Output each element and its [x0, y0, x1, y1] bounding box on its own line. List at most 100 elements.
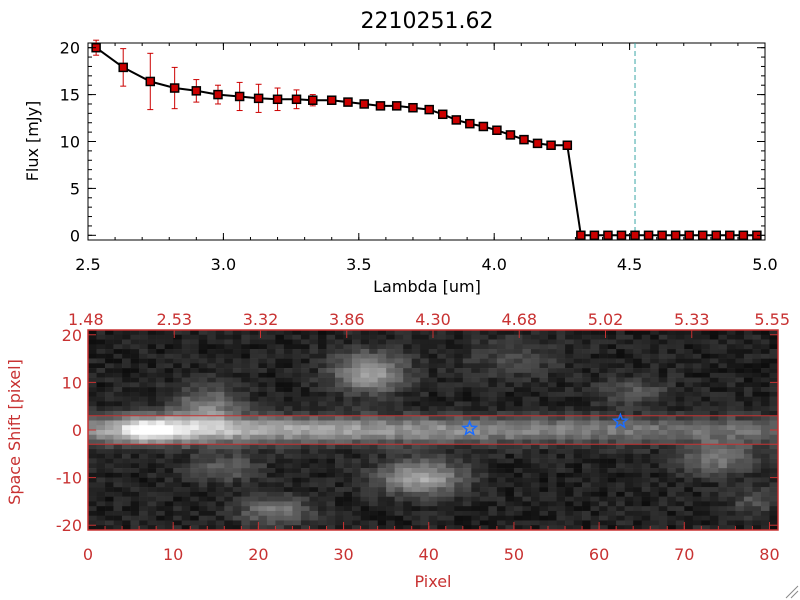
heatmap-cell: [454, 377, 464, 383]
heatmap-cell: [616, 506, 625, 512]
heatmap-cell: [471, 463, 481, 469]
heatmap-cell: [232, 487, 242, 493]
heatmap-cell: [539, 396, 549, 402]
heatmap-cell: [513, 339, 523, 345]
heatmap-cell: [590, 353, 600, 359]
heatmap-cell: [752, 358, 762, 364]
heatmap-cell: [530, 468, 540, 474]
heatmap-cell: [624, 463, 634, 469]
heatmap-cell: [411, 439, 421, 445]
heatmap-cell: [496, 510, 506, 517]
heatmap-cell: [735, 463, 745, 469]
heatmap-cell: [752, 439, 762, 445]
heatmap-cell: [318, 349, 327, 355]
heatmap-cell: [445, 358, 455, 364]
heatmap-cell: [139, 401, 148, 407]
data-point: [451, 115, 462, 125]
heatmap-cell: [318, 468, 327, 474]
heatmap-cell: [224, 339, 234, 345]
heatmap-cell: [309, 515, 319, 521]
heatmap-cell: [105, 353, 114, 359]
heatmap-cell: [224, 430, 234, 436]
heatmap-cell: [258, 453, 268, 459]
heatmap-cell: [190, 358, 200, 364]
heatmap-cell: [96, 506, 106, 512]
heatmap-cell: [565, 396, 574, 402]
heatmap-cell: [309, 468, 319, 474]
heatmap-cell: [147, 439, 157, 445]
heatmap-cell: [667, 487, 677, 493]
heatmap-cell: [522, 491, 532, 497]
heatmap-cell: [684, 482, 694, 488]
heatmap-cell: [335, 406, 344, 412]
heatmap-cell: [454, 515, 464, 521]
heatmap-cell: [548, 430, 557, 436]
heatmap-cell: [718, 401, 728, 407]
heatmap-cell: [377, 482, 387, 488]
heatmap-cell: [420, 472, 430, 478]
heatmap-cell: [633, 344, 643, 350]
heatmap-cell: [641, 491, 651, 497]
heatmap-cell: [326, 410, 336, 417]
heatmap-cell: [573, 339, 583, 345]
heatmap-cell: [462, 401, 472, 407]
heatmap-cell: [207, 510, 217, 517]
heatmap-cell: [684, 396, 694, 402]
heatmap-cell: [403, 487, 413, 493]
top-tick-label: 1.48: [68, 310, 104, 329]
heatmap-cell: [164, 372, 174, 378]
heatmap-cell: [386, 458, 395, 464]
heatmap-cell: [224, 401, 234, 407]
x-tick-label: 4.5: [617, 255, 642, 274]
heatmap-cell: [445, 415, 455, 421]
heatmap-cell: [505, 377, 515, 383]
heatmap-cell: [556, 449, 566, 455]
heatmap-cell: [96, 434, 106, 440]
heatmap-cell: [769, 358, 779, 364]
heatmap-cell: [377, 491, 387, 497]
heatmap-cell: [530, 501, 540, 507]
heatmap-cell: [369, 406, 378, 412]
heatmap-cell: [496, 458, 506, 464]
heatmap-cell: [616, 439, 625, 445]
heatmap-cell: [530, 339, 540, 345]
heatmap-cell: [650, 506, 660, 512]
heatmap-cell: [241, 506, 251, 512]
heatmap-cell: [522, 525, 532, 531]
heatmap-cell: [650, 439, 660, 445]
heatmap-cell: [156, 349, 165, 355]
heatmap-cell: [258, 368, 268, 374]
heatmap-cell: [641, 382, 651, 388]
heatmap-cell: [198, 449, 208, 455]
heatmap-cell: [641, 449, 651, 455]
heatmap-cell: [641, 353, 651, 359]
heatmap-cell: [147, 363, 157, 369]
heatmap-cell: [582, 344, 591, 350]
heatmap-cell: [181, 510, 191, 517]
heatmap-cell: [488, 420, 498, 426]
heatmap-cell: [513, 358, 523, 364]
heatmap-cell: [258, 444, 268, 450]
heatmap-cell: [309, 377, 319, 383]
heatmap-cell: [318, 401, 327, 407]
heatmap-cell: [139, 425, 148, 431]
heatmap-cell: [658, 363, 668, 369]
heatmap-cell: [343, 387, 353, 393]
heatmap-cell: [377, 520, 387, 526]
heatmap-cell: [377, 434, 387, 440]
heatmap-cell: [122, 382, 131, 388]
heatmap-cell: [224, 525, 234, 531]
heatmap-cell: [105, 458, 114, 464]
heatmap-cell: [266, 358, 276, 364]
heatmap-cell: [718, 425, 728, 431]
heatmap-cell: [633, 391, 643, 397]
heatmap-cell: [633, 382, 643, 388]
resize-grip-icon[interactable]: [785, 585, 799, 599]
heatmap-cell: [156, 487, 165, 493]
heatmap-cell: [752, 501, 762, 507]
heatmap-cell: [573, 434, 583, 440]
heatmap-cell: [709, 387, 719, 393]
heatmap-cell: [318, 372, 327, 378]
data-point: [424, 104, 434, 115]
heatmap-cell: [207, 463, 217, 469]
